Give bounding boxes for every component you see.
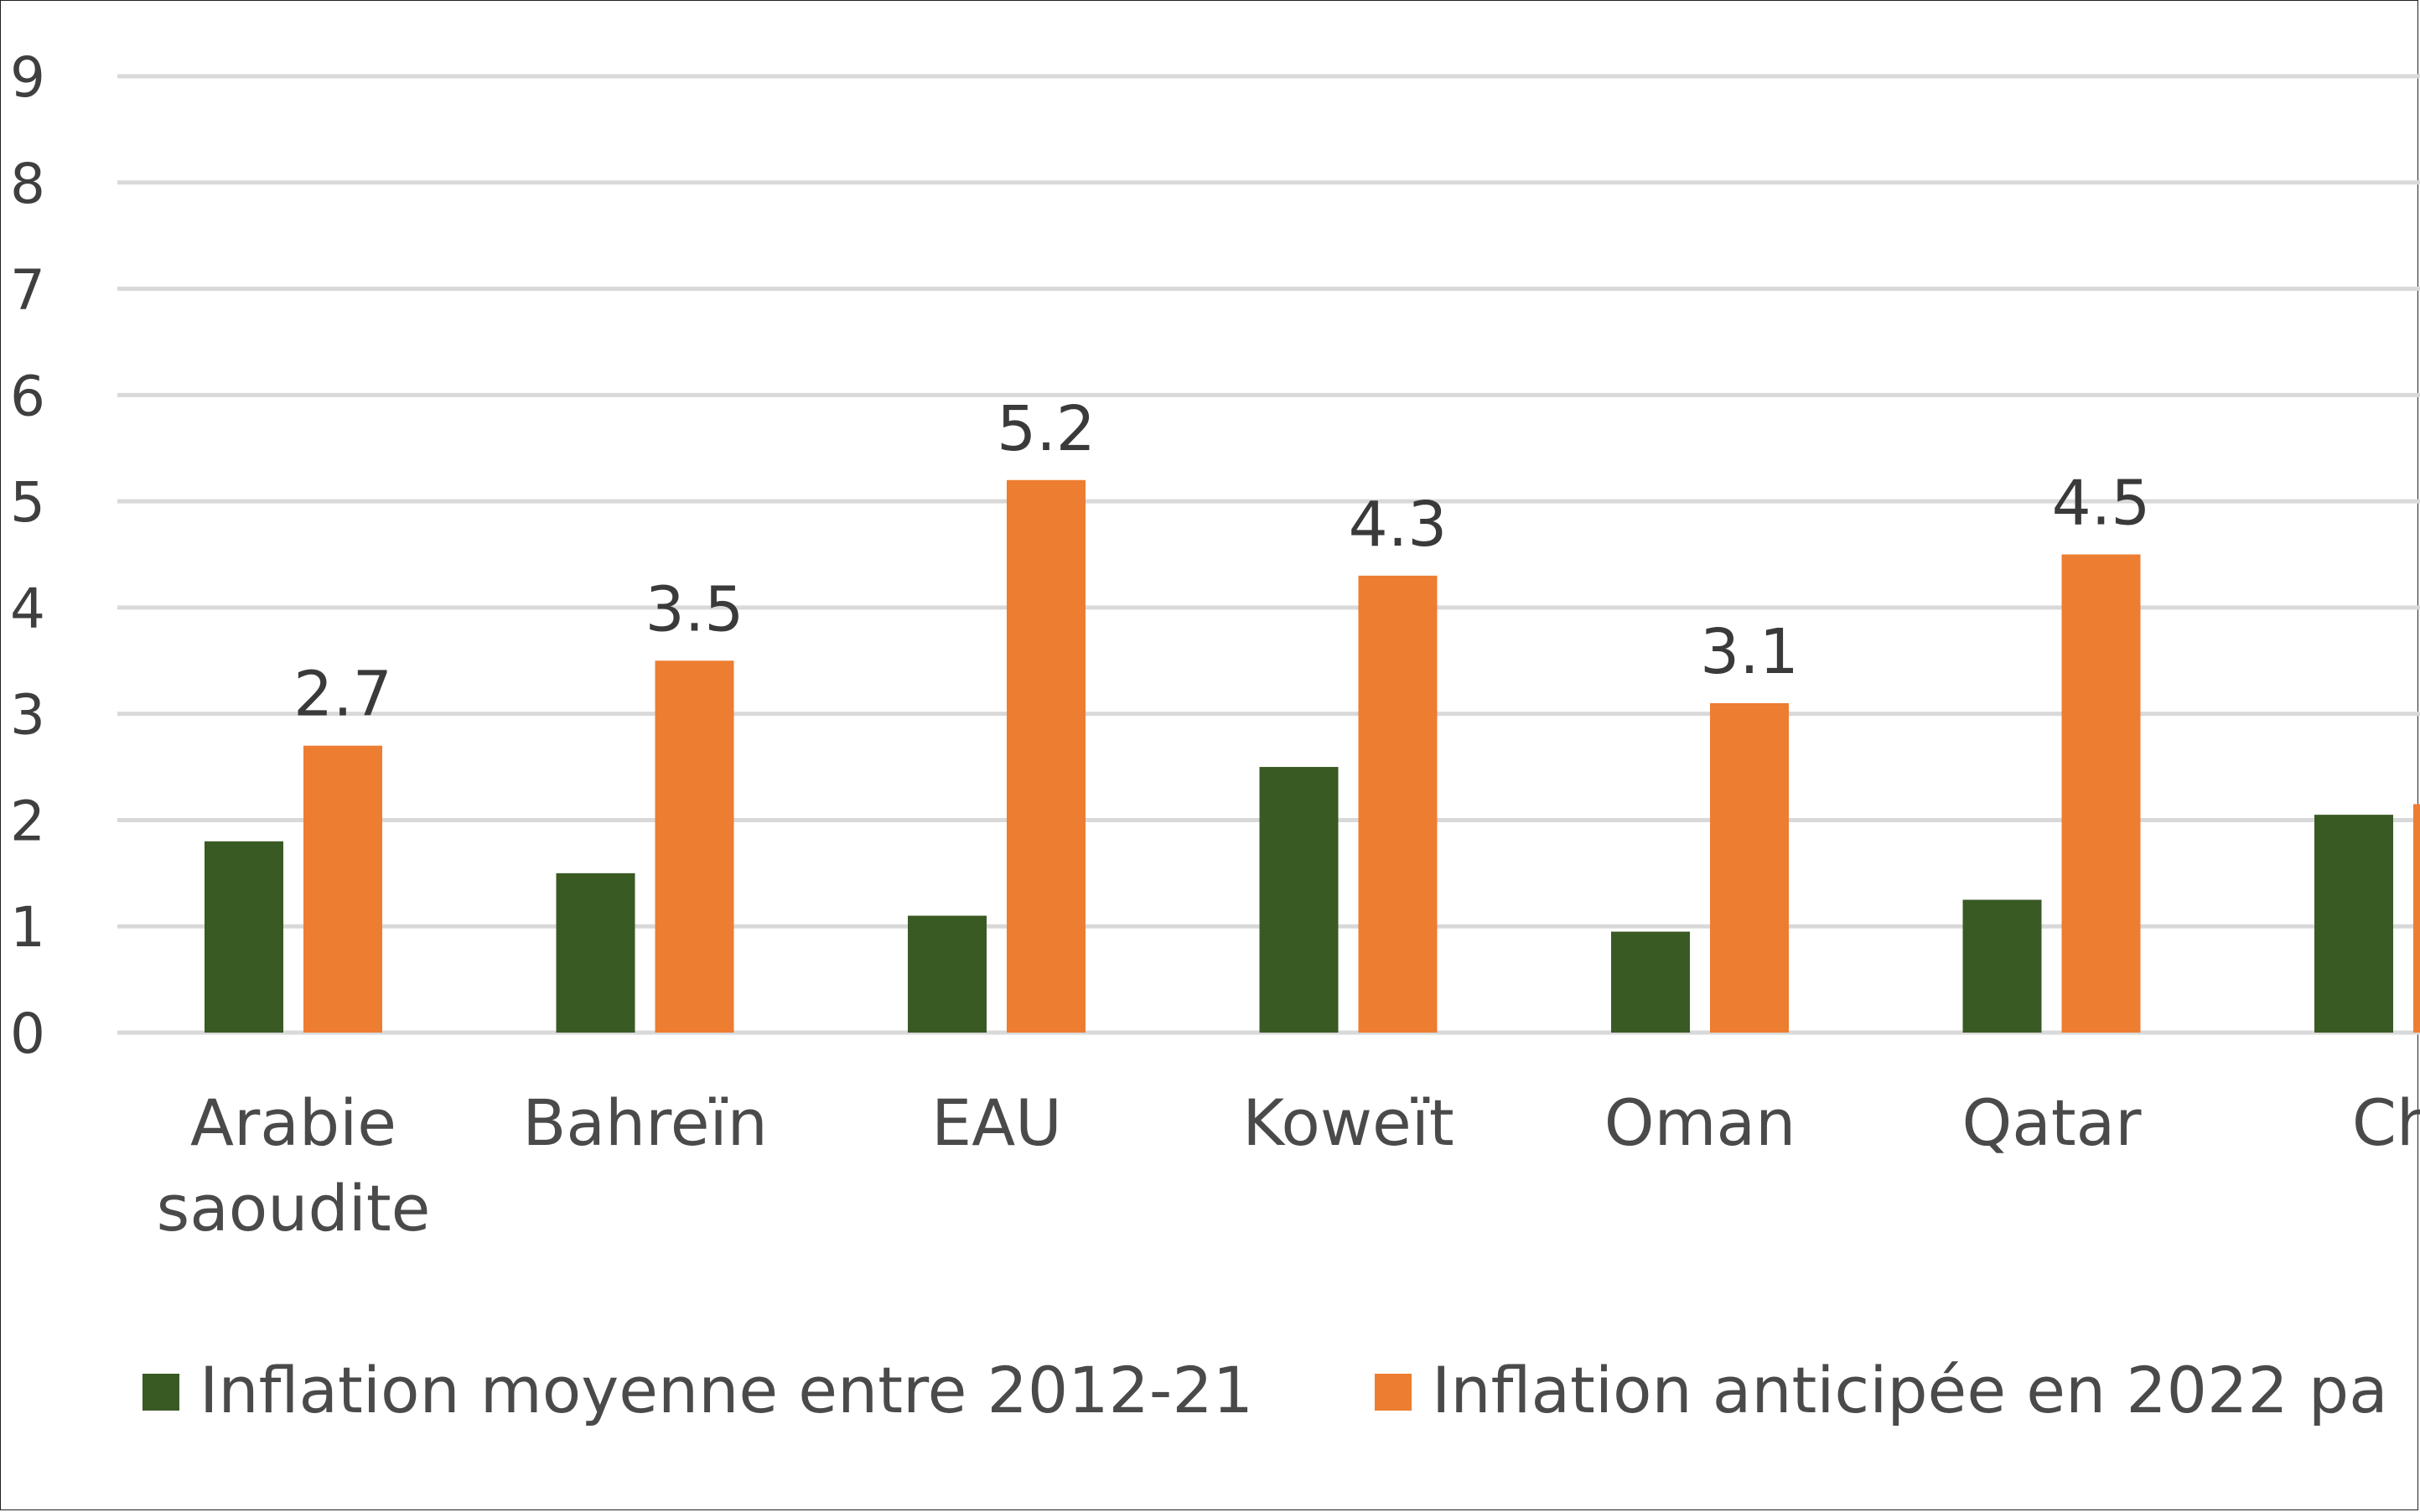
legend-swatch bbox=[143, 1374, 179, 1411]
data-label: 4.5 bbox=[2052, 468, 2151, 540]
data-label: 3.5 bbox=[645, 573, 744, 645]
data-label: 5.2 bbox=[997, 393, 1096, 465]
bar bbox=[1259, 767, 1339, 1033]
bar bbox=[556, 873, 635, 1033]
y-tick-label: 3 bbox=[10, 683, 45, 748]
bar bbox=[1611, 931, 1690, 1033]
bar bbox=[205, 841, 283, 1033]
x-tick-label: Qatar bbox=[1961, 1085, 2142, 1160]
data-label: 3.1 bbox=[1700, 616, 1799, 688]
data-label: 2.7 bbox=[293, 659, 392, 731]
bar bbox=[2314, 815, 2393, 1033]
x-tick-label: EAU bbox=[931, 1085, 1062, 1160]
x-tick-label: Oman bbox=[1604, 1085, 1796, 1160]
x-tick-label: Koweït bbox=[1242, 1085, 1454, 1160]
x-axis: Arabie saoudite Bahreïn EAU Koweït Oman Qatar C… bbox=[157, 1085, 2420, 1245]
legend-label: Inflation anticipée en 2022 pa bbox=[1432, 1353, 2388, 1427]
legend: Inflation moyenne entre 2012-21 Inflation… bbox=[143, 1353, 2388, 1427]
bar bbox=[303, 745, 382, 1033]
x-tick-label: Arabie bbox=[190, 1085, 396, 1160]
legend-swatch bbox=[1375, 1374, 1412, 1411]
legend-label: Inflation moyenne entre 2012-21 bbox=[200, 1353, 1253, 1427]
y-tick-label: 8 bbox=[10, 152, 45, 216]
y-tick-label: 0 bbox=[10, 1002, 45, 1066]
bar bbox=[1710, 702, 1789, 1033]
bar bbox=[655, 660, 734, 1033]
bar bbox=[2413, 804, 2420, 1033]
bars bbox=[205, 479, 2420, 1033]
x-tick-label: Chi bbox=[2352, 1085, 2420, 1160]
bar bbox=[1962, 899, 2042, 1033]
y-axis: 0 1 2 3 4 5 6 7 8 9 bbox=[10, 45, 45, 1066]
x-tick-label: Bahreïn bbox=[522, 1085, 768, 1160]
y-tick-label: 9 bbox=[10, 45, 45, 110]
bar bbox=[908, 915, 987, 1033]
bar bbox=[1007, 479, 1086, 1033]
y-tick-label: 6 bbox=[10, 364, 45, 428]
y-tick-label: 2 bbox=[10, 789, 45, 853]
y-tick-label: 7 bbox=[10, 258, 45, 323]
data-label: 4.3 bbox=[1349, 489, 1448, 561]
y-tick-label: 1 bbox=[10, 895, 45, 960]
bar bbox=[2061, 554, 2141, 1033]
x-tick-label: saoudite bbox=[157, 1171, 431, 1245]
bar bbox=[1358, 575, 1438, 1033]
data-labels: 2.73.55.24.33.14.52 bbox=[293, 393, 2151, 731]
y-tick-label: 4 bbox=[10, 577, 45, 641]
y-tick-label: 5 bbox=[10, 470, 45, 535]
